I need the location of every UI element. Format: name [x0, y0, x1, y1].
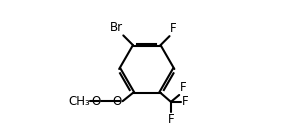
Text: F: F: [170, 22, 177, 35]
Text: CH₃: CH₃: [68, 95, 90, 108]
Text: F: F: [168, 113, 174, 126]
Text: F: F: [182, 95, 189, 108]
Text: O: O: [113, 95, 122, 108]
Text: F: F: [180, 81, 187, 94]
Text: O: O: [92, 95, 101, 108]
Text: Br: Br: [109, 21, 123, 34]
